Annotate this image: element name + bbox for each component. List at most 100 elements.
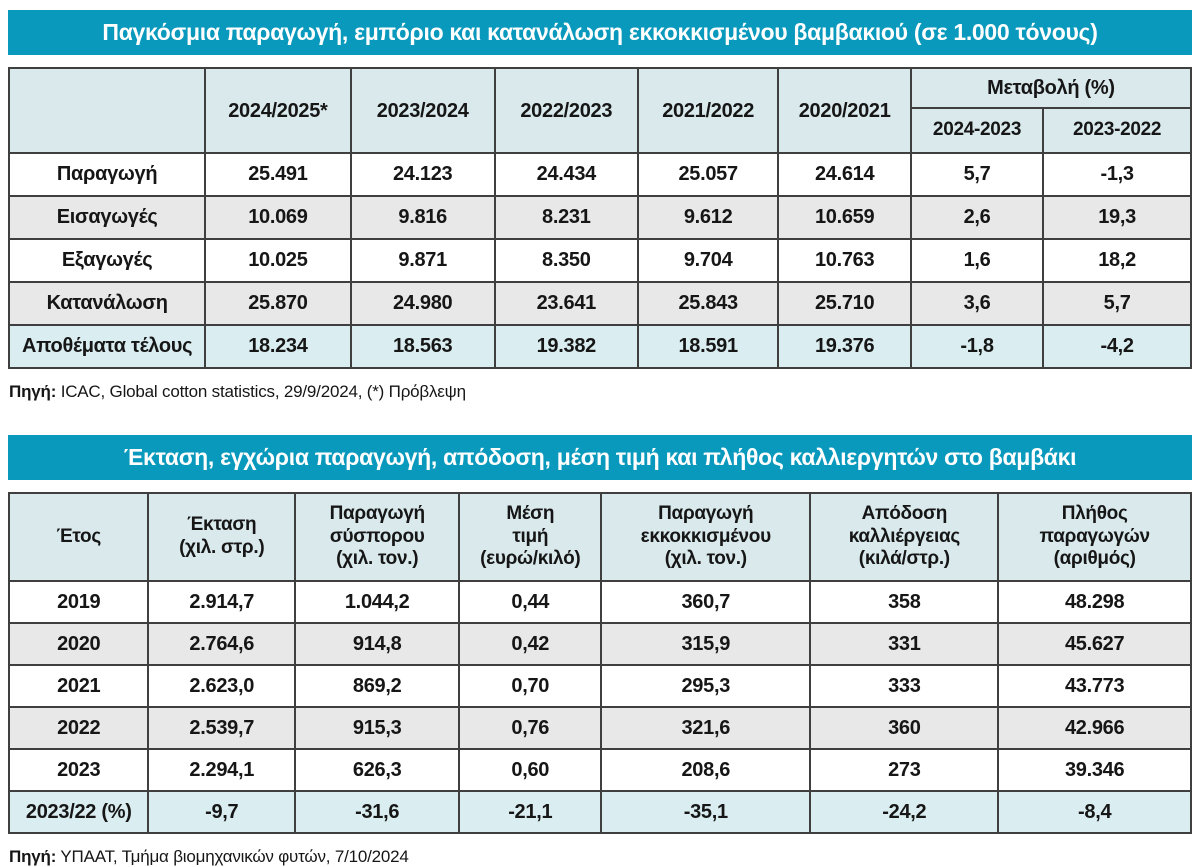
table-cell: 9.871: [349, 238, 496, 283]
table-cell: 915,3: [294, 706, 461, 750]
table-cell: 45.627: [997, 622, 1192, 666]
table-cell: -1,8: [909, 324, 1045, 369]
table-cell: 2,6: [909, 195, 1045, 240]
table-cell: 9.704: [636, 238, 780, 283]
column-header-2021-2022: 2021/2022: [636, 67, 780, 154]
table-cell: 0,76: [458, 706, 603, 750]
world-cotton-table-body: Παραγωγή 25.491 24.123 24.434 25.057 24.614 5,…: [7, 152, 1192, 369]
table-cell: 358: [809, 580, 1000, 624]
table-cell: 914,8: [294, 622, 461, 666]
domestic-cotton-section: Έκταση, εγχώρια παραγωγή, απόδοση, μέση …: [7, 435, 1192, 867]
table-cell: 8.231: [493, 195, 639, 240]
table-cell: -8,4: [997, 790, 1192, 834]
table-cell: 0,70: [458, 664, 603, 708]
table-cell: -9,7: [147, 790, 297, 834]
domestic-cotton-table-body: 2019 2.914,7 1.044,2 0,44 360,7 358 48.298 2020…: [7, 580, 1192, 834]
table-cell: 2.539,7: [147, 706, 297, 750]
table-cell: 42.966: [997, 706, 1192, 750]
table-row: 2023 2.294,1 626,3 0,60 208,6 273 39.346: [7, 748, 1192, 792]
table-row: Παραγωγή 25.491 24.123 24.434 25.057 24.614 5,…: [7, 152, 1192, 197]
table-cell: 0,44: [458, 580, 603, 624]
row-label: 2023/22 (%): [7, 790, 150, 834]
table-row: 2019 2.914,7 1.044,2 0,44 360,7 358 48.298: [7, 580, 1192, 624]
table-cell: 0,60: [458, 748, 603, 792]
table-cell: 48.298: [997, 580, 1192, 624]
row-label: 2023: [7, 748, 150, 792]
source-label: Πηγή:: [9, 382, 57, 401]
table-cell: 1,6: [909, 238, 1045, 283]
table-cell: 208,6: [600, 748, 812, 792]
column-header-yield: Απόδοση καλλιέργειας (κιλά/στρ.): [809, 492, 1000, 582]
table-cell: 3,6: [909, 281, 1045, 326]
table-cell: 19.376: [777, 324, 912, 369]
table-row: 2022 2.539,7 915,3 0,76 321,6 360 42.966: [7, 706, 1192, 750]
table-cell: 333: [809, 664, 1000, 708]
table-cell: 10.659: [777, 195, 912, 240]
row-label: 2022: [7, 706, 150, 750]
table-cell: 9.816: [349, 195, 496, 240]
row-label: 2020: [7, 622, 150, 666]
domestic-cotton-table: Έτος Έκταση (χιλ. στρ.) Παραγωγή σύσπορο…: [7, 492, 1192, 834]
column-header-ginned-production: Παραγωγή εκκοκκισμένου (χιλ. τον.): [600, 492, 812, 582]
table-cell: 273: [809, 748, 1000, 792]
table-row: 2021 2.623,0 869,2 0,70 295,3 333 43.773: [7, 664, 1192, 708]
table-row: Αποθέματα τέλους 18.234 18.563 19.382 18.591…: [7, 324, 1192, 369]
source-text: ΥΠΑΑΤ, Τμήμα βιομηχανικών φυτών, 7/10/20…: [56, 847, 409, 866]
table-cell: 43.773: [997, 664, 1192, 708]
table-cell: 18.234: [204, 324, 352, 369]
table-cell: 9.612: [636, 195, 780, 240]
table-cell: 869,2: [294, 664, 461, 708]
world-cotton-section: Παγκόσμια παραγωγή, εμπόριο και κατανάλω…: [7, 10, 1193, 402]
table-cell: 23.641: [493, 281, 639, 326]
column-header-2023-2024: 2023/2024: [349, 67, 496, 154]
row-label: Παραγωγή: [7, 152, 207, 197]
table-cell: 25.710: [777, 281, 912, 326]
column-header-change-2023-2022: 2023-2022: [1042, 107, 1192, 154]
column-header-change-2024-2023: 2024-2023: [909, 107, 1045, 154]
table-cell: 25.057: [636, 152, 780, 197]
table-row: 2023/22 (%) -9,7 -31,6 -21,1 -35,1 -24,2 -8,4: [7, 790, 1192, 834]
row-label: 2021: [7, 664, 150, 708]
column-header-2020-2021: 2020/2021: [777, 67, 912, 154]
table-cell: 19,3: [1042, 195, 1192, 240]
table-cell: 25.491: [204, 152, 352, 197]
source-note-icac: Πηγή: ICAC, Global cotton statistics, 29…: [9, 382, 1192, 402]
row-label: Εξαγωγές: [7, 238, 207, 283]
table-cell: -21,1: [458, 790, 603, 834]
table-cell: 24.123: [349, 152, 496, 197]
row-label: Εισαγωγές: [7, 195, 207, 240]
table-cell: 2.623,0: [147, 664, 297, 708]
table-cell: 24.434: [493, 152, 639, 197]
table-row: Εισαγωγές 10.069 9.816 8.231 9.612 10.659 2,6 1…: [7, 195, 1192, 240]
table-cell: 10.763: [777, 238, 912, 283]
table-cell: 8.350: [493, 238, 639, 283]
source-text: ICAC, Global cotton statistics, 29/9/202…: [56, 382, 466, 401]
table-cell: 331: [809, 622, 1000, 666]
table-row: Κατανάλωση 25.870 24.980 23.641 25.843 25.710…: [7, 281, 1192, 326]
table-cell: -24,2: [809, 790, 1000, 834]
table-cell: -35,1: [600, 790, 812, 834]
table-cell: 10.069: [204, 195, 352, 240]
table-cell: -31,6: [294, 790, 461, 834]
table-row: Εξαγωγές 10.025 9.871 8.350 9.704 10.763 1,6 18…: [7, 238, 1192, 283]
table-cell: 360,7: [600, 580, 812, 624]
table-cell: 18.563: [349, 324, 496, 369]
table-cell: 24.980: [349, 281, 496, 326]
row-label: Αποθέματα τέλους: [7, 324, 207, 369]
table-cell: 18,2: [1042, 238, 1192, 283]
table-cell: 24.614: [777, 152, 912, 197]
column-header-year: Έτος: [7, 492, 150, 582]
column-header-area: Έκταση (χιλ. στρ.): [147, 492, 297, 582]
table-cell: 321,6: [600, 706, 812, 750]
table-row: 2020 2.764,6 914,8 0,42 315,9 331 45.627: [7, 622, 1192, 666]
row-label: 2019: [7, 580, 150, 624]
table-cell: 0,42: [458, 622, 603, 666]
corner-cell: [7, 67, 207, 154]
source-label: Πηγή:: [9, 847, 57, 866]
table-cell: 39.346: [997, 748, 1192, 792]
table-cell: 25.843: [636, 281, 780, 326]
table-cell: -4,2: [1042, 324, 1192, 369]
table-cell: 5,7: [1042, 281, 1192, 326]
table-cell: 295,3: [600, 664, 812, 708]
